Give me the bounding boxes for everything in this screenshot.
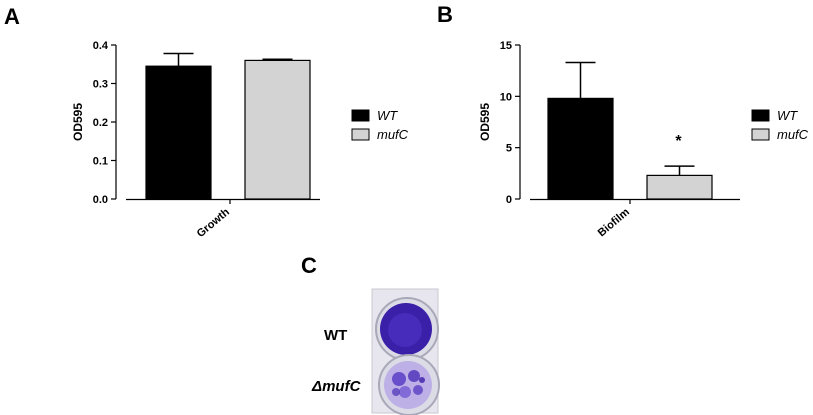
- y-tick-label-a: 0.0: [93, 194, 108, 206]
- legend-label-b-0: WT: [777, 108, 798, 123]
- well-mufc-patch-3: [399, 386, 411, 398]
- legend-swatch-a-1: [351, 128, 370, 141]
- category-label-a: Growth: [195, 206, 232, 240]
- panel-label-b: B: [437, 2, 453, 27]
- panel-c-photo: [371, 288, 440, 415]
- legend-label-a-1: mufC: [377, 127, 409, 142]
- chart-a: 0.0 0.1 0.2 0.3 0.4 OD595 Growth WT mufC: [71, 40, 409, 240]
- well-mufc-patch-5: [392, 388, 400, 396]
- well-mufc-stain: [384, 361, 432, 409]
- y-tick-label-b: 5: [506, 143, 512, 155]
- y-tick-label-b: 10: [500, 91, 512, 103]
- y-tick-label-b: 15: [500, 40, 512, 52]
- legend-swatch-b-0: [751, 109, 770, 122]
- bar-a-0: [145, 65, 212, 200]
- bar-b-1: [646, 174, 713, 200]
- y-tick-label-a: 0.2: [93, 117, 108, 129]
- y-tick-label-b: 0: [506, 194, 512, 206]
- row-label-mufc: ΔmufC: [311, 378, 362, 395]
- chart-b: 0 5 10 15 OD595 Biofilm WT * mufC: [478, 40, 809, 239]
- category-label-b: Biofilm: [596, 206, 632, 239]
- bar-b-0: [547, 97, 614, 200]
- well-wt-center: [388, 313, 422, 347]
- well-mufc-patch-1: [392, 372, 406, 386]
- panel-label-a: A: [4, 4, 20, 29]
- bar-a-1: [244, 59, 311, 200]
- well-mufc-patch-4: [413, 385, 423, 395]
- y-tick-label-a: 0.4: [93, 40, 109, 52]
- legend-label-a-0: WT: [377, 108, 398, 123]
- y-axis-label-a: OD595: [71, 103, 85, 141]
- y-axis-label-b: OD595: [478, 103, 492, 141]
- legend-swatch-a-0: [351, 109, 370, 122]
- significance-marker-b: *: [675, 133, 682, 150]
- y-tick-label-a: 0.1: [93, 156, 108, 168]
- well-mufc-patch-2: [408, 370, 420, 382]
- row-label-wt: WT: [324, 327, 347, 344]
- panel-label-c: C: [301, 253, 317, 278]
- legend-swatch-b-1: [751, 128, 770, 141]
- y-tick-label-a: 0.3: [93, 79, 108, 91]
- legend-label-b-1: mufC: [777, 127, 809, 142]
- well-mufc-patch-6: [419, 377, 425, 383]
